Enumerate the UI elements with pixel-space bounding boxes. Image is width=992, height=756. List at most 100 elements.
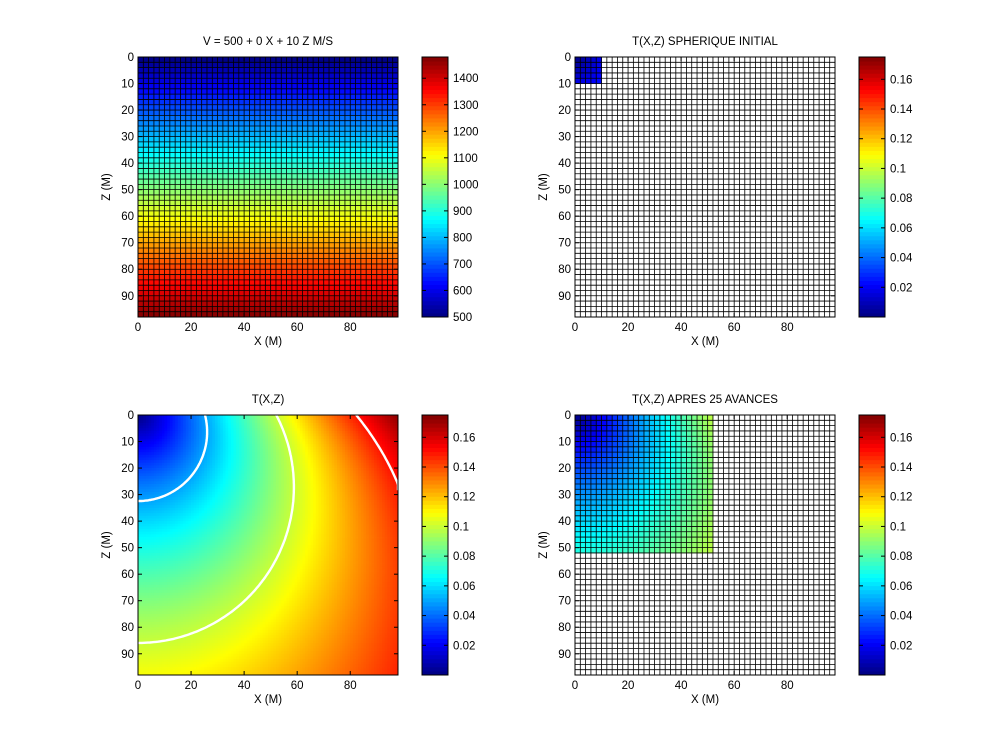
heatmap-cell [390, 428, 394, 432]
heatmap-cell [196, 468, 200, 472]
heatmap-cell [366, 481, 370, 485]
heatmap-cell [347, 436, 351, 440]
heatmap-cell [145, 433, 150, 437]
heatmap-cell [252, 526, 256, 530]
heatmap-cell [217, 523, 221, 527]
heatmap-cell [366, 531, 370, 535]
heatmap-cell [329, 521, 333, 525]
heatmap-cell [387, 433, 391, 437]
heatmap-cell [315, 444, 319, 448]
heatmap-cell [265, 465, 269, 469]
heatmap-cell [199, 425, 203, 429]
heatmap-cell [177, 425, 181, 429]
colorbar-segment [422, 162, 448, 168]
heatmap-cell [164, 481, 168, 485]
heatmap-cell [374, 499, 378, 503]
heatmap-cell [575, 67, 581, 74]
heatmap-cell [376, 441, 380, 445]
heatmap-cell [392, 483, 396, 488]
heatmap-cell [313, 494, 317, 498]
heatmap-cell [244, 526, 248, 530]
heatmap-cell [236, 476, 240, 480]
heatmap-cell [140, 454, 144, 458]
heatmap-cell [384, 491, 388, 495]
heatmap-cell [167, 470, 171, 474]
heatmap-cell [151, 515, 155, 519]
heatmap-cell [236, 483, 240, 488]
heatmap-cell [270, 452, 274, 456]
heatmap-cell [270, 428, 274, 432]
heatmap-cell [204, 476, 208, 480]
heatmap-cell [167, 497, 171, 501]
heatmap-cell [382, 433, 386, 437]
heatmap-cell [262, 476, 266, 480]
heatmap-cell [368, 454, 372, 458]
heatmap-cell [326, 483, 330, 488]
heatmap-cell [220, 438, 224, 442]
colorbar-segment [859, 97, 885, 103]
heatmap-cell [339, 518, 343, 522]
heatmap-cell [302, 486, 306, 490]
heatmap-cell [156, 478, 160, 482]
heatmap-cell [222, 486, 226, 490]
heatmap-cell [177, 468, 181, 472]
heatmap-cell [217, 454, 221, 458]
heatmap-cell [246, 465, 250, 469]
heatmap-cell [310, 494, 314, 498]
heatmap-cell [329, 441, 333, 445]
heatmap-cell [153, 523, 157, 527]
heatmap-cell [336, 481, 341, 485]
heatmap-cell [161, 433, 165, 437]
y-tick-label: 70 [558, 238, 571, 250]
heatmap-cell [212, 518, 216, 522]
heatmap-cell [323, 444, 327, 448]
heatmap-cell [278, 446, 282, 450]
heatmap-cell [196, 415, 200, 419]
heatmap-cell [281, 441, 285, 445]
heatmap-cell [382, 438, 386, 442]
heatmap-cell [273, 481, 277, 485]
heatmap-cell [392, 515, 396, 519]
heatmap-cell [305, 523, 309, 527]
heatmap-cell [291, 415, 295, 419]
heatmap-cell [241, 417, 245, 421]
heatmap-cell [262, 513, 266, 517]
heatmap-cell [315, 457, 319, 461]
heatmap-cell [283, 481, 287, 485]
heatmap-cell [374, 420, 378, 424]
heatmap-cell [326, 491, 330, 495]
heatmap-cell [291, 462, 295, 466]
heatmap-cell [318, 491, 322, 495]
heatmap-cell [185, 531, 189, 535]
heatmap-cell [212, 510, 216, 514]
heatmap-cell [382, 507, 386, 511]
heatmap-cell [321, 460, 325, 464]
heatmap-cell [138, 529, 142, 533]
heatmap-cell [217, 428, 221, 432]
heatmap-cell [371, 507, 375, 511]
heatmap-cell [374, 515, 378, 519]
heatmap-cell [275, 502, 280, 506]
heatmap-cell [230, 460, 234, 464]
heatmap-cell [344, 449, 348, 453]
heatmap-cell [140, 468, 144, 472]
heatmap-cell [387, 444, 391, 448]
heatmap-cell [175, 433, 179, 437]
heatmap-cell [188, 436, 192, 440]
heatmap-cell [368, 476, 372, 480]
heatmap-cell [188, 534, 192, 538]
heatmap-cell [206, 523, 211, 527]
heatmap-cell [273, 430, 277, 434]
heatmap-cell [148, 454, 152, 458]
heatmap-cell [313, 460, 317, 464]
heatmap-cell [260, 486, 264, 490]
colorbar-tick-label: 0.12 [890, 134, 912, 146]
heatmap-cell [241, 483, 245, 488]
heatmap-cell [230, 420, 234, 424]
heatmap-cell [159, 518, 163, 522]
heatmap-cell [167, 523, 171, 527]
heatmap-cell [283, 444, 287, 448]
heatmap-cell [244, 497, 248, 501]
heatmap-cell [201, 460, 205, 464]
heatmap-cell [180, 465, 184, 469]
